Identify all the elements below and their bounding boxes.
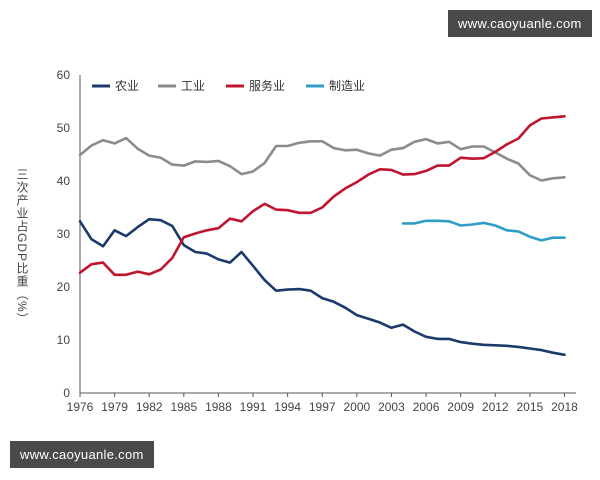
legend-label: 工业 <box>181 79 205 93</box>
legend: 农业 工业 服务业 制造业 <box>92 78 365 93</box>
x-tick-label: 2015 <box>517 400 544 414</box>
series-line-服务业 <box>78 115 566 277</box>
series-line-农业 <box>78 217 566 357</box>
axes <box>79 75 576 394</box>
y-tick-label: 0 <box>63 386 70 400</box>
x-tick-label: 1991 <box>240 400 267 414</box>
x-tick-labels: 1976 1979 1982 1985 1988 1991 1994 1997 2000 2003… <box>67 393 578 414</box>
series-lines <box>78 115 566 357</box>
y-tick-labels: 0 10 20 30 40 50 60 <box>57 68 71 400</box>
x-tick-label: 2009 <box>447 400 474 414</box>
x-tick-label: 1988 <box>205 400 232 414</box>
y-tick-label: 10 <box>57 333 71 347</box>
y-tick-label: 30 <box>57 227 71 241</box>
y-tick-label: 60 <box>57 68 71 82</box>
x-tick-label: 1985 <box>170 400 197 414</box>
y-axis-label: 三次产业占GDP比重（%） <box>15 168 29 326</box>
y-tick-label: 20 <box>57 280 71 294</box>
x-tick-label: 2012 <box>482 400 509 414</box>
series-line-工业 <box>78 136 566 182</box>
y-tick-label: 40 <box>57 174 71 188</box>
watermark-bottom: www.caoyuanle.com <box>10 441 154 468</box>
legend-label: 农业 <box>115 79 139 93</box>
x-tick-label: 1982 <box>136 400 163 414</box>
watermark-top: www.caoyuanle.com <box>448 10 592 37</box>
x-tick-label: 1997 <box>309 400 336 414</box>
y-tick-label: 50 <box>57 121 71 135</box>
x-tick-label: 2006 <box>413 400 440 414</box>
x-tick-label: 1979 <box>101 400 128 414</box>
x-tick-label: 2000 <box>343 400 370 414</box>
x-tick-label: 2003 <box>378 400 405 414</box>
x-tick-label: 2018 <box>551 400 578 414</box>
x-tick-label: 1976 <box>67 400 94 414</box>
series-line-制造业 <box>401 219 566 242</box>
legend-label: 制造业 <box>329 79 365 93</box>
legend-label: 服务业 <box>249 78 285 93</box>
x-tick-label: 1994 <box>274 400 301 414</box>
